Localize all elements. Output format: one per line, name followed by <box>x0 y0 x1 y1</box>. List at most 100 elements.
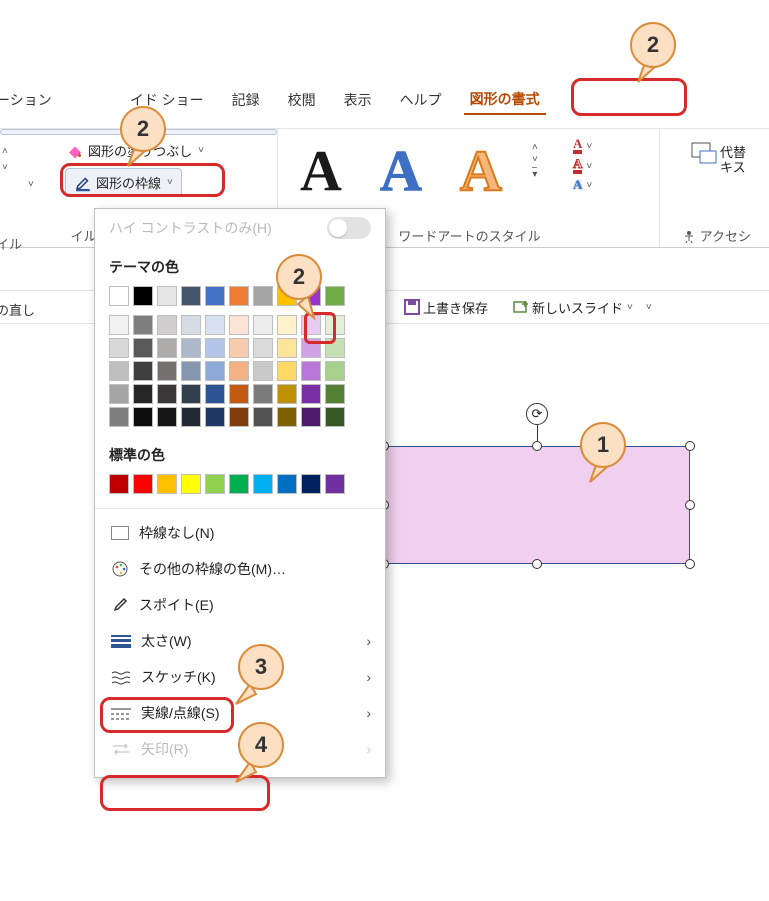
text-outline-button[interactable]: A˅ <box>570 157 595 175</box>
text-fill-button[interactable]: A˅ <box>570 137 595 155</box>
weight-item[interactable]: 太さ(W) › <box>95 623 385 659</box>
selected-shape[interactable]: ⟳ <box>384 446 690 564</box>
high-contrast-toggle-row[interactable]: ハイ コントラストのみ(H) <box>95 209 385 247</box>
toggle-switch[interactable] <box>327 217 371 239</box>
theme-shade-swatch[interactable] <box>253 384 273 404</box>
standard-color-swatch[interactable] <box>133 474 153 494</box>
tab-view[interactable]: 表示 <box>338 86 378 114</box>
tab-help[interactable]: ヘルプ <box>394 86 448 114</box>
theme-shade-swatch[interactable] <box>325 384 345 404</box>
theme-shade-swatch[interactable] <box>277 407 297 427</box>
theme-shade-swatch[interactable] <box>253 407 273 427</box>
theme-color-swatch[interactable] <box>229 286 249 306</box>
new-slide-label: 新しいスライド <box>532 298 623 317</box>
no-outline-item[interactable]: 枠線なし(N) <box>95 515 385 551</box>
theme-shade-swatch[interactable] <box>277 361 297 381</box>
theme-shade-swatch[interactable] <box>205 407 225 427</box>
standard-color-swatch[interactable] <box>229 474 249 494</box>
no-outline-label: 枠線なし(N) <box>139 523 214 543</box>
theme-shade-swatch[interactable] <box>205 338 225 358</box>
tab-record[interactable]: 記録 <box>226 86 266 114</box>
theme-shade-swatch[interactable] <box>109 384 129 404</box>
theme-shade-swatch[interactable] <box>133 338 153 358</box>
chevron-up-icon[interactable]: ˄ <box>532 143 538 153</box>
tab-shape-format[interactable]: 図形の書式 <box>464 85 546 115</box>
theme-color-swatch[interactable] <box>133 286 153 306</box>
wordart-style-3[interactable]: A <box>460 137 502 204</box>
theme-shade-swatch[interactable] <box>157 361 177 381</box>
standard-color-swatch[interactable] <box>253 474 273 494</box>
theme-shade-swatch[interactable] <box>253 315 273 335</box>
standard-color-swatch[interactable] <box>181 474 201 494</box>
expand-gallery-icon[interactable]: ▾ <box>532 167 537 180</box>
standard-color-swatch[interactable] <box>157 474 177 494</box>
theme-color-swatch[interactable] <box>253 286 273 306</box>
theme-shade-swatch[interactable] <box>229 338 249 358</box>
theme-shade-swatch[interactable] <box>133 315 153 335</box>
theme-shade-swatch[interactable] <box>109 338 129 358</box>
theme-shade-swatch[interactable] <box>325 361 345 381</box>
wordart-style-2[interactable]: A <box>380 137 422 204</box>
save-button[interactable]: 上書き保存 <box>400 297 491 318</box>
theme-shade-swatch[interactable] <box>205 315 225 335</box>
tab-animation[interactable]: メーション <box>0 86 58 114</box>
theme-shade-swatch[interactable] <box>229 315 249 335</box>
resize-handle-tm[interactable] <box>532 441 542 451</box>
theme-shade-swatch[interactable] <box>205 361 225 381</box>
no-outline-icon <box>111 526 129 540</box>
theme-color-swatch[interactable] <box>157 286 177 306</box>
theme-shade-swatch[interactable] <box>301 384 321 404</box>
theme-color-swatch[interactable] <box>109 286 129 306</box>
standard-color-swatch[interactable] <box>301 474 321 494</box>
callout-3: 3 <box>238 644 284 690</box>
theme-shade-swatch[interactable] <box>181 315 201 335</box>
resize-handle-mr[interactable] <box>685 500 695 510</box>
alt-text-button[interactable] <box>690 141 718 165</box>
theme-shade-swatch[interactable] <box>109 315 129 335</box>
new-slide-button[interactable]: 新しいスライド ˅ <box>509 297 636 318</box>
theme-shade-swatch[interactable] <box>325 407 345 427</box>
standard-color-swatch[interactable] <box>277 474 297 494</box>
theme-shade-swatch[interactable] <box>253 338 273 358</box>
theme-shade-swatch[interactable] <box>109 407 129 427</box>
theme-shade-swatch[interactable] <box>205 384 225 404</box>
theme-shade-swatch[interactable] <box>133 384 153 404</box>
theme-shade-swatch[interactable] <box>253 361 273 381</box>
theme-shade-swatch[interactable] <box>181 384 201 404</box>
theme-shade-swatch[interactable] <box>157 407 177 427</box>
chevron-down-icon[interactable]: ˅ <box>532 155 538 165</box>
theme-shade-swatch[interactable] <box>181 361 201 381</box>
theme-shade-swatch[interactable] <box>109 361 129 381</box>
standard-color-swatch[interactable] <box>109 474 129 494</box>
theme-shade-swatch[interactable] <box>157 338 177 358</box>
standard-color-swatch[interactable] <box>325 474 345 494</box>
standard-color-swatch[interactable] <box>205 474 225 494</box>
theme-shade-swatch[interactable] <box>133 361 153 381</box>
theme-shade-swatch[interactable] <box>157 315 177 335</box>
theme-color-swatch[interactable] <box>205 286 225 306</box>
rotate-handle[interactable]: ⟳ <box>526 403 548 425</box>
eyedropper-item[interactable]: スポイト(E) <box>95 587 385 623</box>
more-colors-item[interactable]: その他の枠線の色(M)… <box>95 551 385 587</box>
text-effects-button[interactable]: A˅ <box>570 177 595 193</box>
wordart-style-1[interactable]: A <box>300 137 342 204</box>
theme-shade-swatch[interactable] <box>181 338 201 358</box>
theme-shade-swatch[interactable] <box>301 407 321 427</box>
theme-shade-swatch[interactable] <box>229 407 249 427</box>
theme-color-swatch[interactable] <box>181 286 201 306</box>
theme-shade-swatch[interactable] <box>229 361 249 381</box>
theme-shade-swatch[interactable] <box>229 384 249 404</box>
theme-shade-swatch[interactable] <box>181 407 201 427</box>
more-colors-label: その他の枠線の色(M)… <box>139 559 286 579</box>
resize-handle-tr[interactable] <box>685 441 695 451</box>
theme-shade-swatch[interactable] <box>277 338 297 358</box>
resize-handle-br[interactable] <box>685 559 695 569</box>
chevron-down-icon[interactable]: ˅ <box>644 302 652 313</box>
resize-handle-bm[interactable] <box>532 559 542 569</box>
theme-shade-swatch[interactable] <box>157 384 177 404</box>
theme-shade-swatch[interactable] <box>301 361 321 381</box>
theme-shade-swatch[interactable] <box>277 384 297 404</box>
theme-shade-swatch[interactable] <box>133 407 153 427</box>
theme-color-swatch[interactable] <box>325 286 345 306</box>
tab-review[interactable]: 校閲 <box>282 86 322 114</box>
